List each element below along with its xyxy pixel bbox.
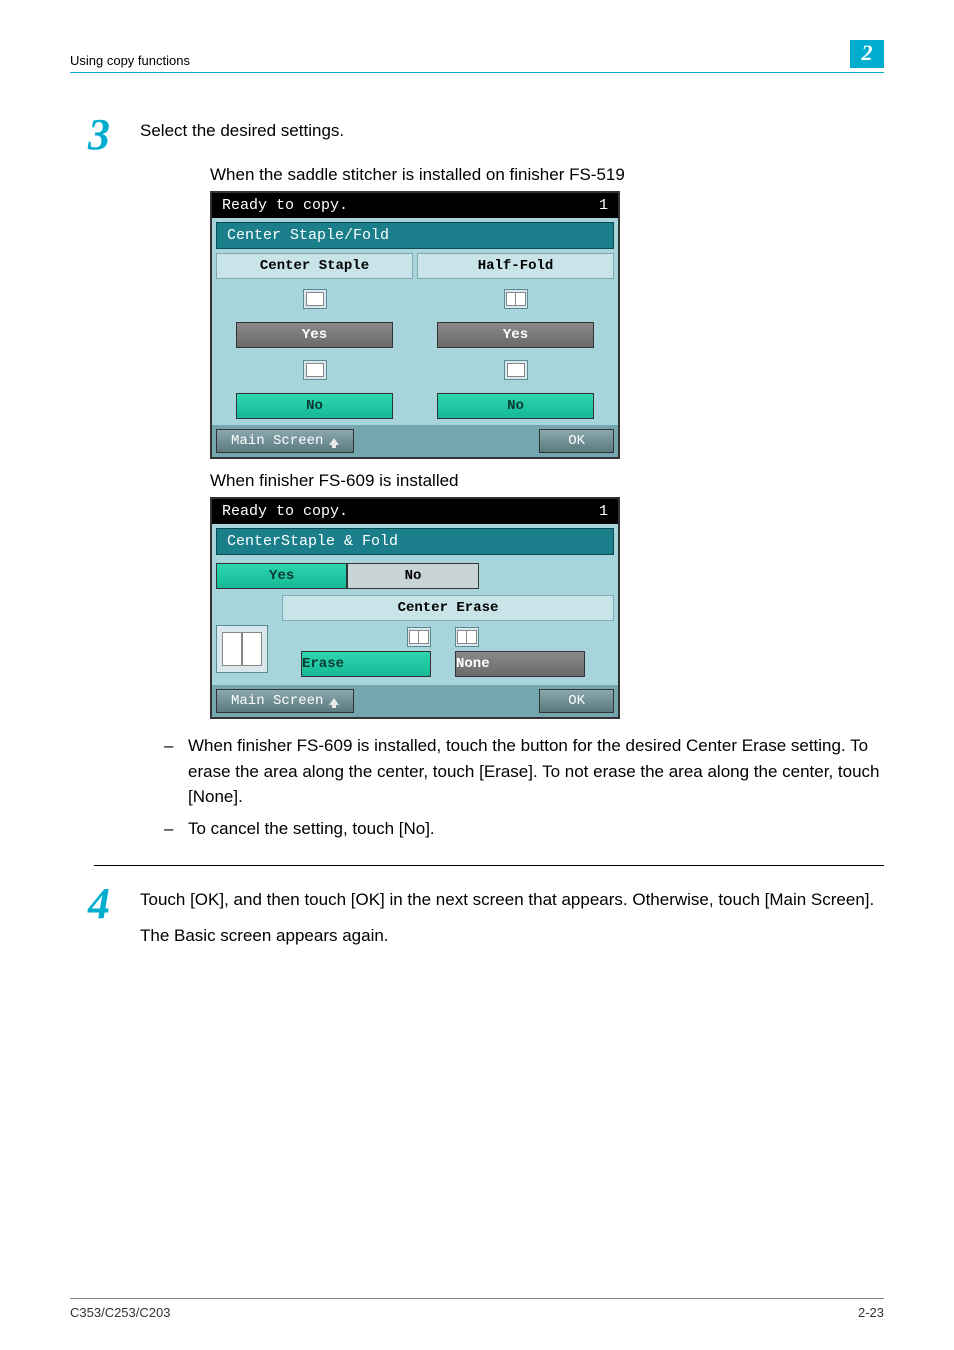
- panel-title: Center Staple/Fold: [216, 222, 614, 249]
- footer-model: C353/C253/C203: [70, 1305, 170, 1320]
- col-center-staple: Center Staple Yes No: [216, 253, 413, 425]
- status-count: 1: [599, 197, 608, 214]
- main-screen-button[interactable]: Main Screen: [216, 429, 354, 453]
- center-staple-no-icon: [303, 360, 327, 380]
- center-staple-yes-button[interactable]: Yes: [236, 322, 393, 348]
- status-text: Ready to copy.: [222, 197, 348, 214]
- none-option-icon: [455, 627, 479, 647]
- half-fold-no-button[interactable]: No: [437, 393, 594, 419]
- col-head-center-staple: Center Staple: [216, 253, 413, 279]
- center-staple-no-button[interactable]: No: [236, 393, 393, 419]
- step-3-title: Select the desired settings.: [140, 119, 884, 143]
- bullet-1: When finisher FS-609 is installed, touch…: [164, 733, 884, 810]
- step-4: 4 Touch [OK], and then touch [OK] in the…: [70, 882, 884, 954]
- erase-button[interactable]: Erase: [301, 651, 431, 677]
- col-head-half-fold: Half-Fold: [417, 253, 614, 279]
- none-button[interactable]: None: [455, 651, 585, 677]
- main-screen-label: Main Screen: [231, 433, 323, 449]
- status-bar: Ready to copy. 1: [212, 193, 618, 218]
- page-footer: C353/C253/C203 2-23: [70, 1298, 884, 1320]
- caption-fs519: When the saddle stitcher is installed on…: [210, 165, 884, 185]
- half-fold-yes-icon: [504, 289, 528, 309]
- main-screen-button-2[interactable]: Main Screen: [216, 689, 354, 713]
- page-header: Using copy functions 2: [70, 40, 884, 68]
- up-arrow-icon-2: [329, 698, 339, 705]
- ok-button-2[interactable]: OK: [539, 689, 614, 713]
- half-fold-yes-button[interactable]: Yes: [437, 322, 594, 348]
- panel-footer-2: Main Screen OK: [212, 685, 618, 717]
- col-half-fold: Half-Fold Yes No: [417, 253, 614, 425]
- status-bar-2: Ready to copy. 1: [212, 499, 618, 524]
- center-erase-head: Center Erase: [282, 595, 614, 621]
- footer-page: 2-23: [858, 1305, 884, 1320]
- half-fold-no-icon: [504, 360, 528, 380]
- header-rule: [70, 72, 884, 73]
- panel-footer: Main Screen OK: [212, 425, 618, 457]
- panel-title-2: CenterStaple & Fold: [216, 528, 614, 555]
- chapter-badge: 2: [850, 40, 884, 68]
- no-button[interactable]: No: [347, 563, 478, 589]
- up-arrow-icon: [329, 438, 339, 445]
- step-3-number: 3: [70, 113, 110, 157]
- step-3: 3 Select the desired settings.: [70, 113, 884, 157]
- ok-button[interactable]: OK: [539, 429, 614, 453]
- step-separator: [94, 865, 884, 866]
- screenshot-fs609: Ready to copy. 1 CenterStaple & Fold Yes…: [210, 497, 620, 719]
- center-staple-yes-icon: [303, 289, 327, 309]
- erase-option-icon: [407, 627, 431, 647]
- step-4-line2: The Basic screen appears again.: [140, 924, 884, 948]
- booklet-icon: [216, 625, 268, 673]
- bullet-2: To cancel the setting, touch [No].: [164, 816, 884, 842]
- status-text-2: Ready to copy.: [222, 503, 348, 520]
- step-4-number: 4: [70, 882, 110, 926]
- main-screen-label-2: Main Screen: [231, 693, 323, 709]
- step-4-line1: Touch [OK], and then touch [OK] in the n…: [140, 888, 884, 912]
- yes-button[interactable]: Yes: [216, 563, 347, 589]
- step-3-bullets: When finisher FS-609 is installed, touch…: [164, 733, 884, 841]
- caption-fs609: When finisher FS-609 is installed: [210, 471, 884, 491]
- screenshot-fs519: Ready to copy. 1 Center Staple/Fold Cent…: [210, 191, 620, 459]
- header-section: Using copy functions: [70, 53, 190, 68]
- status-count-2: 1: [599, 503, 608, 520]
